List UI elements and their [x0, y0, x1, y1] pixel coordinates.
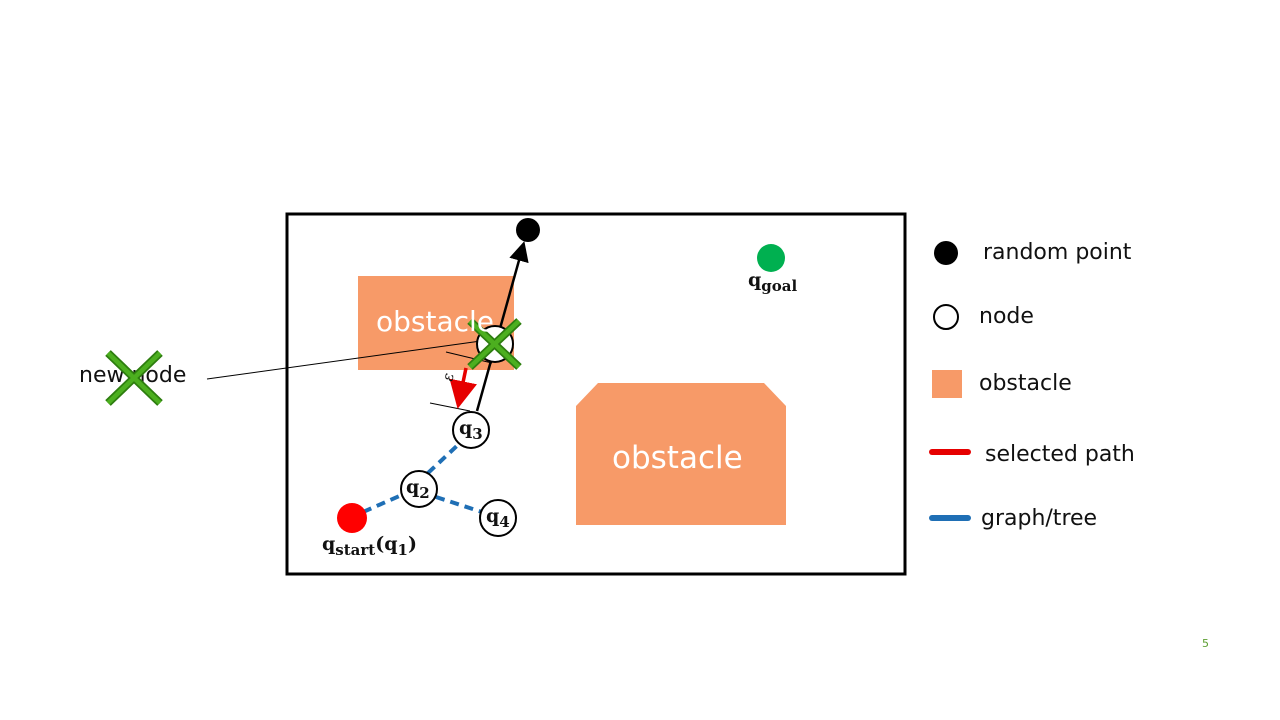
epsilon-guide-bottom: [429, 402, 471, 412]
reject-cross-icon: [467, 318, 522, 370]
legend-obstacle-label: obstacle: [979, 371, 1072, 396]
node-q3-label: q3: [459, 417, 483, 443]
page-number: 5: [1202, 637, 1209, 650]
legend-random-point-label: random point: [983, 240, 1132, 265]
epsilon-guide-top: [445, 351, 493, 364]
legend-obstacle-icon: [932, 370, 962, 398]
obstacle-2-label: obstacle: [612, 440, 743, 476]
obstacle-2: [576, 383, 786, 525]
node-q4: [479, 499, 517, 537]
random-point: [516, 218, 540, 242]
tree-edge-q1-q2: [362, 492, 405, 514]
node-q3: [452, 411, 490, 449]
workspace-border: [285, 212, 907, 576]
new-node-callout-line: [206, 339, 489, 380]
tree-edge-q2-q4: [435, 495, 483, 514]
start-label: qstart(q1): [322, 533, 417, 559]
legend-node-label: node: [979, 304, 1034, 329]
goal-point: [757, 244, 785, 272]
tree-edge-q2-q3: [426, 441, 462, 475]
selected-path-arrow: [449, 367, 477, 409]
start-point: [337, 503, 367, 533]
legend-random-point-icon: [934, 241, 958, 265]
obstacle-1-label: obstacle: [376, 305, 495, 338]
goal-label: qgoal: [748, 269, 798, 295]
legend-graph-tree-label: graph/tree: [981, 506, 1098, 531]
node-q4-label: q4: [486, 505, 510, 531]
node-q2-label: q2: [406, 476, 430, 502]
legend-node-icon: [933, 304, 959, 330]
node-q2: [400, 470, 438, 508]
legend-selected-path-label: selected path: [985, 442, 1135, 467]
new-node-reject-cross-icon: [105, 350, 163, 406]
